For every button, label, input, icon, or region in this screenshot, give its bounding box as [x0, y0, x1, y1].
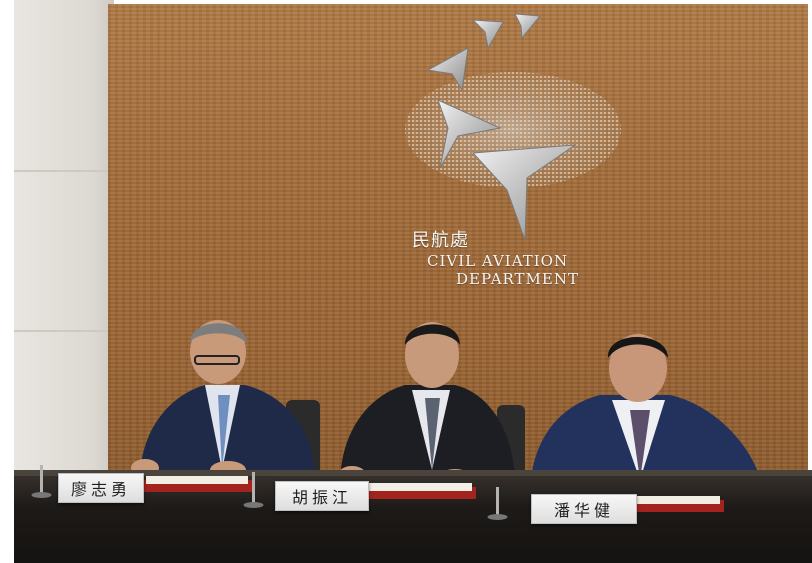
left-wall-panel — [14, 0, 114, 500]
logo-name-english-line1: CIVIL AVIATION — [427, 252, 569, 270]
small-star-shape-3 — [514, 13, 541, 40]
table-edge — [14, 470, 812, 476]
name-plate-right: 潘华健 — [531, 494, 637, 524]
name-plate-left: 廖志勇 — [58, 473, 144, 503]
logo-name-chinese: 民航處 — [412, 230, 469, 251]
name-plate-middle: 胡振江 — [275, 481, 369, 511]
microphones — [31, 465, 508, 520]
small-star-shape-2 — [471, 19, 504, 50]
small-star-shape-1 — [426, 47, 469, 92]
logo-name-english-line2: DEPARTMENT — [456, 270, 579, 288]
large-star-shape — [471, 144, 577, 241]
medium-star-shape — [437, 99, 502, 169]
